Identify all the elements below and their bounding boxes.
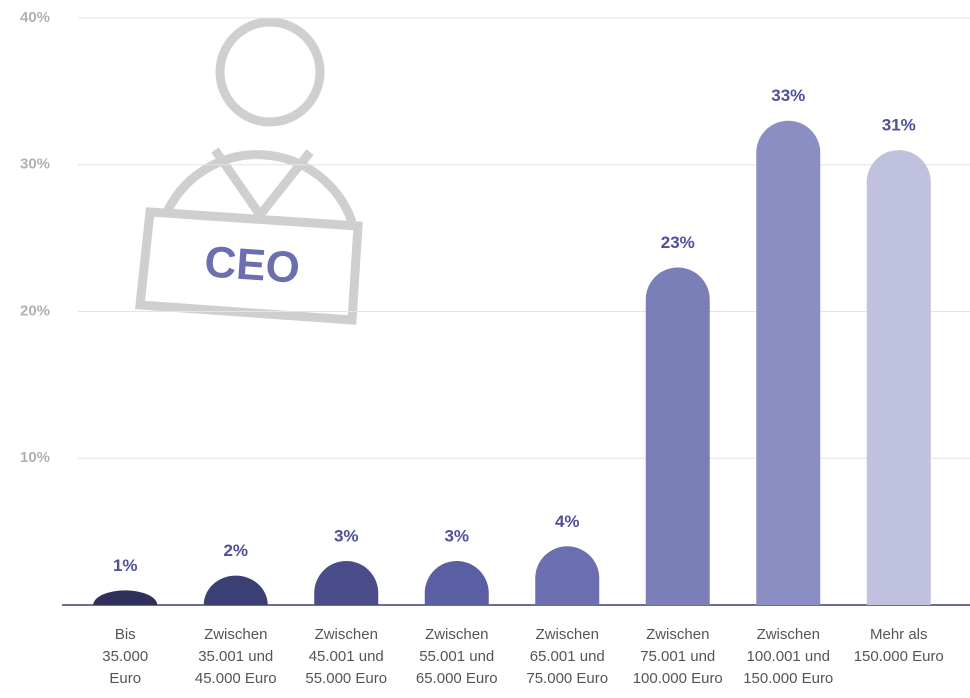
bar bbox=[424, 560, 489, 605]
y-tick-label: 30% bbox=[20, 156, 50, 173]
value-label: 3% bbox=[444, 526, 469, 545]
x-tick-label: Zwischen 35.001 und 45.000 Euro bbox=[194, 626, 277, 687]
x-tick-label: Zwischen 45.001 und 55.000 Euro bbox=[305, 626, 388, 687]
x-tick-label: Zwischen 65.001 und 75.000 Euro bbox=[526, 626, 609, 687]
bar bbox=[866, 150, 931, 605]
bar bbox=[645, 267, 710, 605]
value-label: 3% bbox=[334, 526, 359, 545]
value-label: 31% bbox=[882, 116, 916, 135]
x-tick-label: Zwischen 75.001 und 100.000 Euro bbox=[632, 626, 723, 687]
x-tick-label: Zwischen 100.001 und 150.000 Euro bbox=[743, 626, 834, 687]
bar bbox=[93, 590, 158, 605]
y-tick-label: 10% bbox=[20, 449, 50, 466]
x-tick-label: Mehr als 150.000 Euro bbox=[853, 626, 944, 665]
bar bbox=[535, 546, 600, 605]
bar bbox=[756, 120, 821, 605]
value-label: 23% bbox=[661, 233, 695, 252]
bar bbox=[314, 560, 379, 605]
icon-text: CEO bbox=[203, 237, 302, 293]
bar bbox=[203, 575, 268, 605]
ceo-icon bbox=[135, 17, 363, 325]
y-tick-label: 20% bbox=[20, 302, 50, 319]
x-tick-label: Bis 35.000 Euro bbox=[102, 626, 149, 687]
value-label: 2% bbox=[223, 541, 248, 560]
y-tick-label: 40% bbox=[20, 9, 50, 26]
value-label: 4% bbox=[555, 512, 580, 531]
value-label: 1% bbox=[113, 556, 138, 575]
x-tick-label: Zwischen 55.001 und 65.000 Euro bbox=[415, 626, 498, 687]
value-label: 33% bbox=[771, 86, 805, 105]
